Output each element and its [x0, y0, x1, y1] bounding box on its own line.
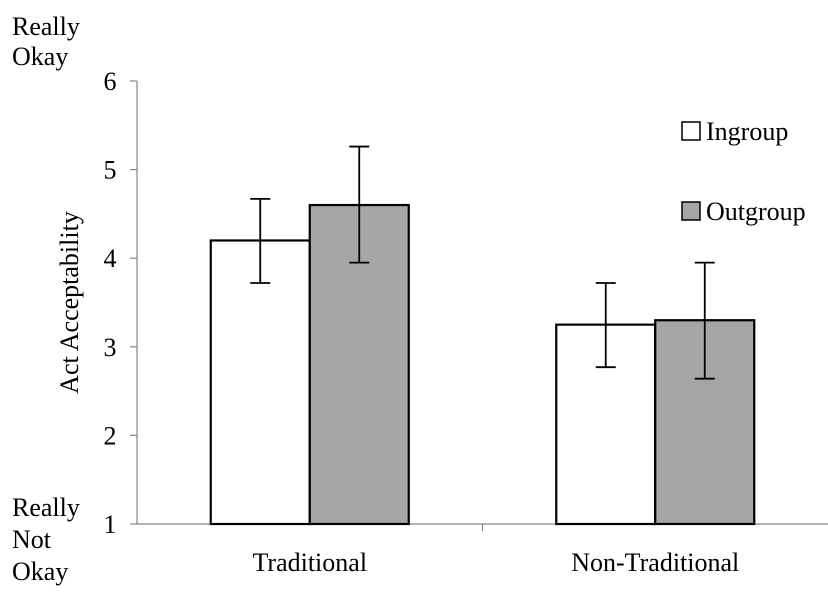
error-bars [250, 145, 715, 380]
y-tick-label: 4 [104, 244, 117, 273]
y-tick-label: 2 [104, 421, 117, 450]
legend-label-ingroup: Ingroup [706, 117, 788, 146]
legend: Ingroup Outgroup [681, 117, 806, 226]
axis-labels: 1 2 3 4 5 6 Traditional Non-Traditional Act Acce… [12, 12, 739, 586]
y-tick-label: 3 [104, 333, 117, 362]
bars [209, 203, 756, 526]
legend-label-outgroup: Outgroup [706, 197, 806, 226]
category-label: Non-Traditional [571, 548, 739, 577]
legend-swatch-outgroup [681, 201, 701, 221]
y-anchor-bottom-label: Really [12, 493, 80, 522]
y-axis-label: Act Acceptability [55, 211, 84, 394]
y-anchor-top-label: Okay [12, 42, 68, 71]
y-anchor-top-label: Really [12, 12, 80, 41]
y-tick-label: 5 [104, 156, 117, 185]
legend-swatch-ingroup [681, 121, 701, 141]
y-tick-label: 6 [104, 67, 117, 96]
y-anchor-bottom-label: Not [12, 525, 52, 554]
y-anchor-bottom-label: Okay [12, 557, 68, 586]
y-tick-label: 1 [104, 510, 117, 539]
category-label: Traditional [252, 548, 367, 577]
